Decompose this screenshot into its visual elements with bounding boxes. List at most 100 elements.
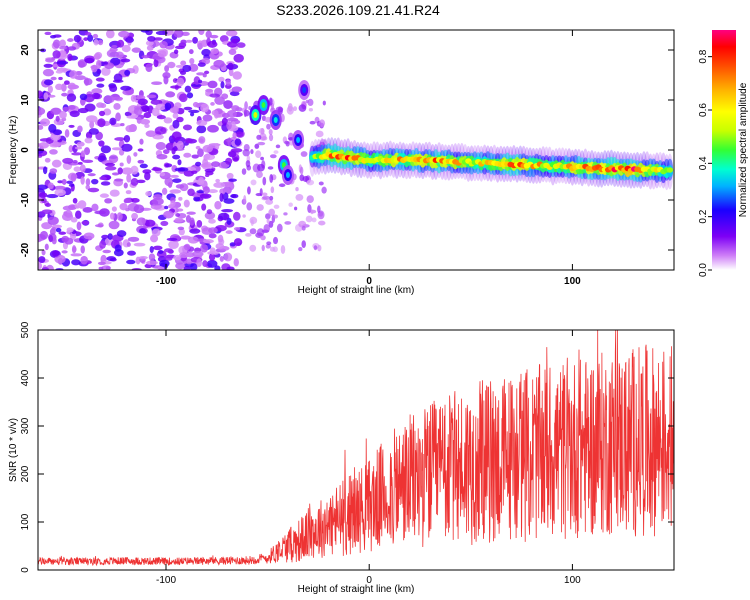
heatmap-transition-cell: [286, 105, 294, 115]
heatmap-transition-cell: [250, 179, 257, 186]
heatmap-noise-cell: [207, 40, 218, 48]
heatmap-noise-cell: [214, 142, 220, 151]
heatmap-noise-cell: [164, 102, 172, 111]
heatmap-noise-cell: [197, 62, 206, 67]
heatmap-noise-cell: [192, 101, 199, 108]
heatmap-noise-cell: [72, 160, 78, 164]
heatmap-noise-cell: [52, 50, 61, 59]
heatmap-noise-cell: [144, 123, 150, 129]
heatmap-noise-cell: [45, 58, 55, 63]
heatmap-noise-cell: [74, 202, 81, 209]
heatmap-noise-cell: [146, 260, 158, 266]
heatmap-ridge-cell: [666, 167, 674, 173]
heatmap-noise-cell: [188, 109, 200, 114]
heatmap-noise-cell: [91, 178, 99, 185]
heatmap-noise-cell: [163, 210, 174, 219]
heatmap-noise-cell: [38, 107, 46, 116]
heatmap-noise-cell: [95, 77, 105, 82]
heatmap-noise-cell: [114, 137, 126, 141]
heatmap-noise-cell: [203, 70, 210, 75]
heatmap-noise-cell: [114, 51, 124, 59]
heatmap-noise-cell: [183, 106, 193, 111]
heatmap-noise-cell: [58, 49, 67, 58]
heatmap-noise-cell: [179, 251, 190, 259]
heatmap-noise-cell: [122, 89, 134, 96]
heatmap-noise-cell: [183, 199, 190, 208]
heatmap-noise-cell: [176, 140, 184, 150]
heatmap-noise-cell: [50, 76, 57, 81]
heatmap-transition-cell: [260, 156, 264, 161]
snr-y-axis: 0 100 200 300 400 500: [20, 321, 674, 573]
heatmap-noise-cell: [153, 58, 159, 68]
heatmap-noise-cell: [207, 80, 218, 89]
heatmap-noise-cell: [68, 124, 75, 128]
snr-y-tick-label: 200: [20, 465, 31, 482]
heatmap-noise-cell: [59, 39, 66, 48]
heatmap-transition-cell: [295, 194, 304, 201]
heatmap-transition-cell: [302, 175, 310, 183]
heatmap-transition-cell: [315, 130, 324, 138]
heatmap-noise-cell: [196, 179, 205, 185]
heatmap-noise-cell: [72, 197, 78, 204]
heatmap-noise-cell: [155, 30, 168, 36]
heatmap-noise-cell: [169, 174, 179, 178]
heatmap-noise-cell: [96, 102, 105, 108]
heatmap-noise-cell: [117, 167, 123, 175]
heatmap-transition-cell: [310, 209, 314, 215]
heatmap-noise-cell: [124, 69, 131, 77]
heatmap-noise-cell: [95, 59, 102, 69]
heatmap-noise-cell: [206, 259, 218, 268]
heatmap-noise-cell: [173, 146, 178, 152]
heatmap-noise-cell: [100, 145, 111, 154]
heatmap-noise-cell: [165, 91, 176, 98]
heatmap-noise-cell: [180, 60, 187, 66]
colorbar-tick-label: 0.8: [698, 49, 709, 63]
heatmap-noise-cell: [38, 125, 44, 130]
heatmap-x-tick-label: 0: [366, 276, 372, 287]
heatmap-noise-cell: [139, 138, 144, 145]
heatmap-noise-cell: [198, 136, 206, 144]
heatmap-noise-cell: [172, 178, 182, 183]
heatmap-transition-cell: [269, 174, 274, 183]
heatmap-noise-cell: [233, 157, 239, 161]
heatmap-noise-cell: [213, 110, 219, 119]
heatmap-transition-cell: [306, 179, 315, 186]
heatmap-noise-cell: [208, 233, 217, 239]
snr-plot-area: [38, 330, 674, 567]
heatmap-noise-cell: [57, 180, 64, 184]
heatmap-noise-cell: [41, 222, 52, 230]
heatmap-noise-cell: [210, 102, 215, 106]
heatmap-noise-cell: [139, 228, 147, 234]
heatmap-noise-cell: [39, 230, 49, 240]
heatmap-noise-cell: [178, 228, 185, 236]
heatmap-noise-cell: [96, 83, 105, 88]
colorbar-axis: 0.0 0.2 0.4 0.6 0.8: [698, 49, 712, 277]
heatmap-noise-cell: [196, 72, 205, 76]
heatmap-noise-cell: [117, 39, 125, 48]
heatmap-noise-cell: [175, 64, 185, 68]
heatmap-noise-cell: [223, 100, 233, 109]
heatmap-feature-core: [296, 137, 301, 143]
heatmap-noise-cell: [130, 198, 140, 203]
heatmap-noise-cell: [82, 206, 93, 213]
heatmap-transition-cell: [268, 128, 273, 136]
snr-y-tick-label: 500: [20, 321, 31, 338]
heatmap-noise-cell: [175, 212, 181, 217]
heatmap-noise-cell: [39, 138, 52, 142]
heatmap-noise-cell: [52, 250, 60, 257]
heatmap-noise-cell: [131, 212, 139, 220]
heatmap-transition-cell: [288, 202, 293, 207]
heatmap-noise-cell: [196, 125, 207, 134]
heatmap-transition-cell: [305, 99, 309, 104]
heatmap-noise-cell: [201, 203, 207, 211]
heatmap-feature-core: [253, 112, 258, 118]
heatmap-noise-cell: [131, 47, 142, 53]
heatmap-transition-cell: [269, 195, 274, 201]
heatmap-noise-cell: [196, 258, 202, 268]
snr-x-axis: -100 0 100: [156, 330, 581, 586]
heatmap-noise-cell: [120, 58, 131, 63]
heatmap-noise-cell: [44, 31, 52, 36]
heatmap-noise-cell: [176, 208, 184, 212]
heatmap-x-axis: -100 0 100: [156, 30, 581, 287]
heatmap-noise-cell: [66, 227, 74, 233]
